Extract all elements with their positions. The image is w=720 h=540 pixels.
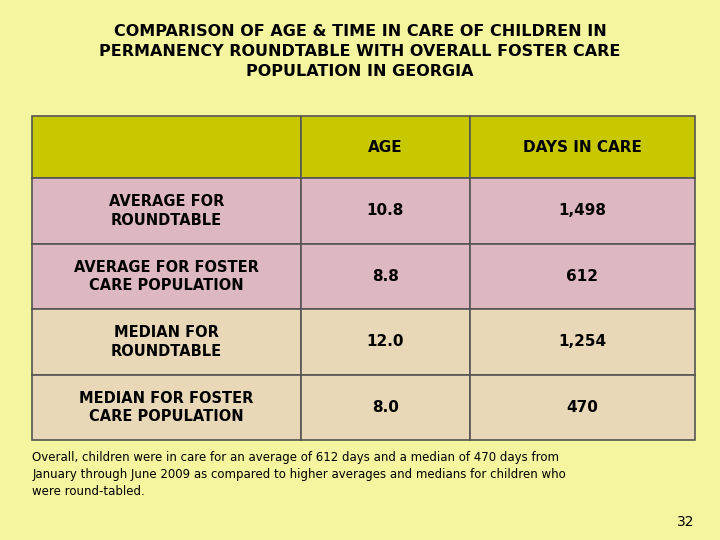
Bar [32,309,301,375]
Text: COMPARISON OF AGE & TIME IN CARE OF CHILDREN IN
PERMANENCY ROUNDTABLE WITH OVERA: COMPARISON OF AGE & TIME IN CARE OF CHIL… [99,24,621,79]
Text: DAYS IN CARE: DAYS IN CARE [523,140,642,154]
Bar [469,309,695,375]
Text: MEDIAN FOR
ROUNDTABLE: MEDIAN FOR ROUNDTABLE [111,325,222,359]
Bar [32,116,301,178]
Bar [32,178,301,244]
Text: 8.8: 8.8 [372,269,399,284]
Text: 470: 470 [566,400,598,415]
Text: AGE: AGE [368,140,402,154]
Bar [469,375,695,440]
Text: 8.0: 8.0 [372,400,399,415]
Text: 612: 612 [566,269,598,284]
Bar [301,309,469,375]
Text: AVERAGE FOR FOSTER
CARE POPULATION: AVERAGE FOR FOSTER CARE POPULATION [74,260,259,293]
Bar [469,116,695,178]
Bar [469,244,695,309]
Text: 1,254: 1,254 [558,334,606,349]
Bar [301,178,469,244]
Text: 32: 32 [678,515,695,529]
Text: AVERAGE FOR
ROUNDTABLE: AVERAGE FOR ROUNDTABLE [109,194,224,228]
Bar [301,116,469,178]
Text: 1,498: 1,498 [558,204,606,219]
Text: 12.0: 12.0 [366,334,404,349]
Text: 10.8: 10.8 [366,204,404,219]
Bar [32,244,301,309]
Bar [301,244,469,309]
Bar [32,375,301,440]
Text: Overall, children were in care for an average of 612 days and a median of 470 da: Overall, children were in care for an av… [32,451,566,498]
Bar [469,178,695,244]
Text: MEDIAN FOR FOSTER
CARE POPULATION: MEDIAN FOR FOSTER CARE POPULATION [79,390,253,424]
Bar [301,375,469,440]
